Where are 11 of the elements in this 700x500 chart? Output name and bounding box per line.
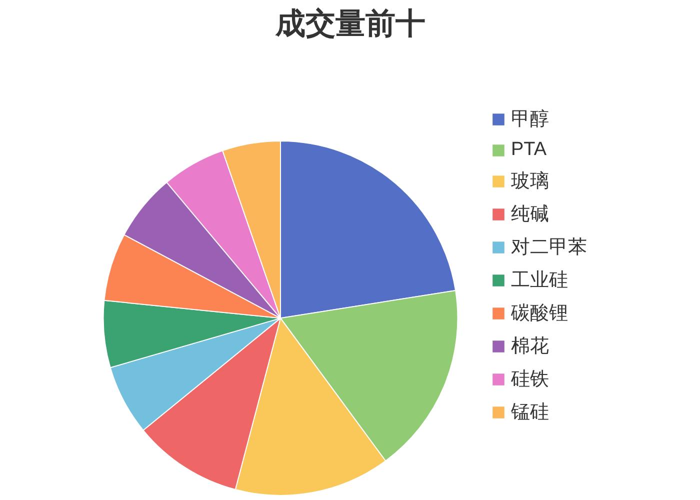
legend-label: 棉花 <box>511 335 549 359</box>
legend-label: 甲醇 <box>511 108 549 132</box>
legend-label: 工业硅 <box>511 269 568 293</box>
legend-label: 纯碱 <box>511 203 549 227</box>
legend-label: 碳酸锂 <box>511 302 568 326</box>
legend-label: 硅铁 <box>511 368 549 392</box>
legend-label: 锰硅 <box>511 401 549 425</box>
legend-label: 玻璃 <box>511 170 549 194</box>
legend-label: 对二甲苯 <box>511 236 587 260</box>
legend-label: PTA <box>511 139 547 161</box>
chart-title: 成交量前十 <box>274 6 426 40</box>
